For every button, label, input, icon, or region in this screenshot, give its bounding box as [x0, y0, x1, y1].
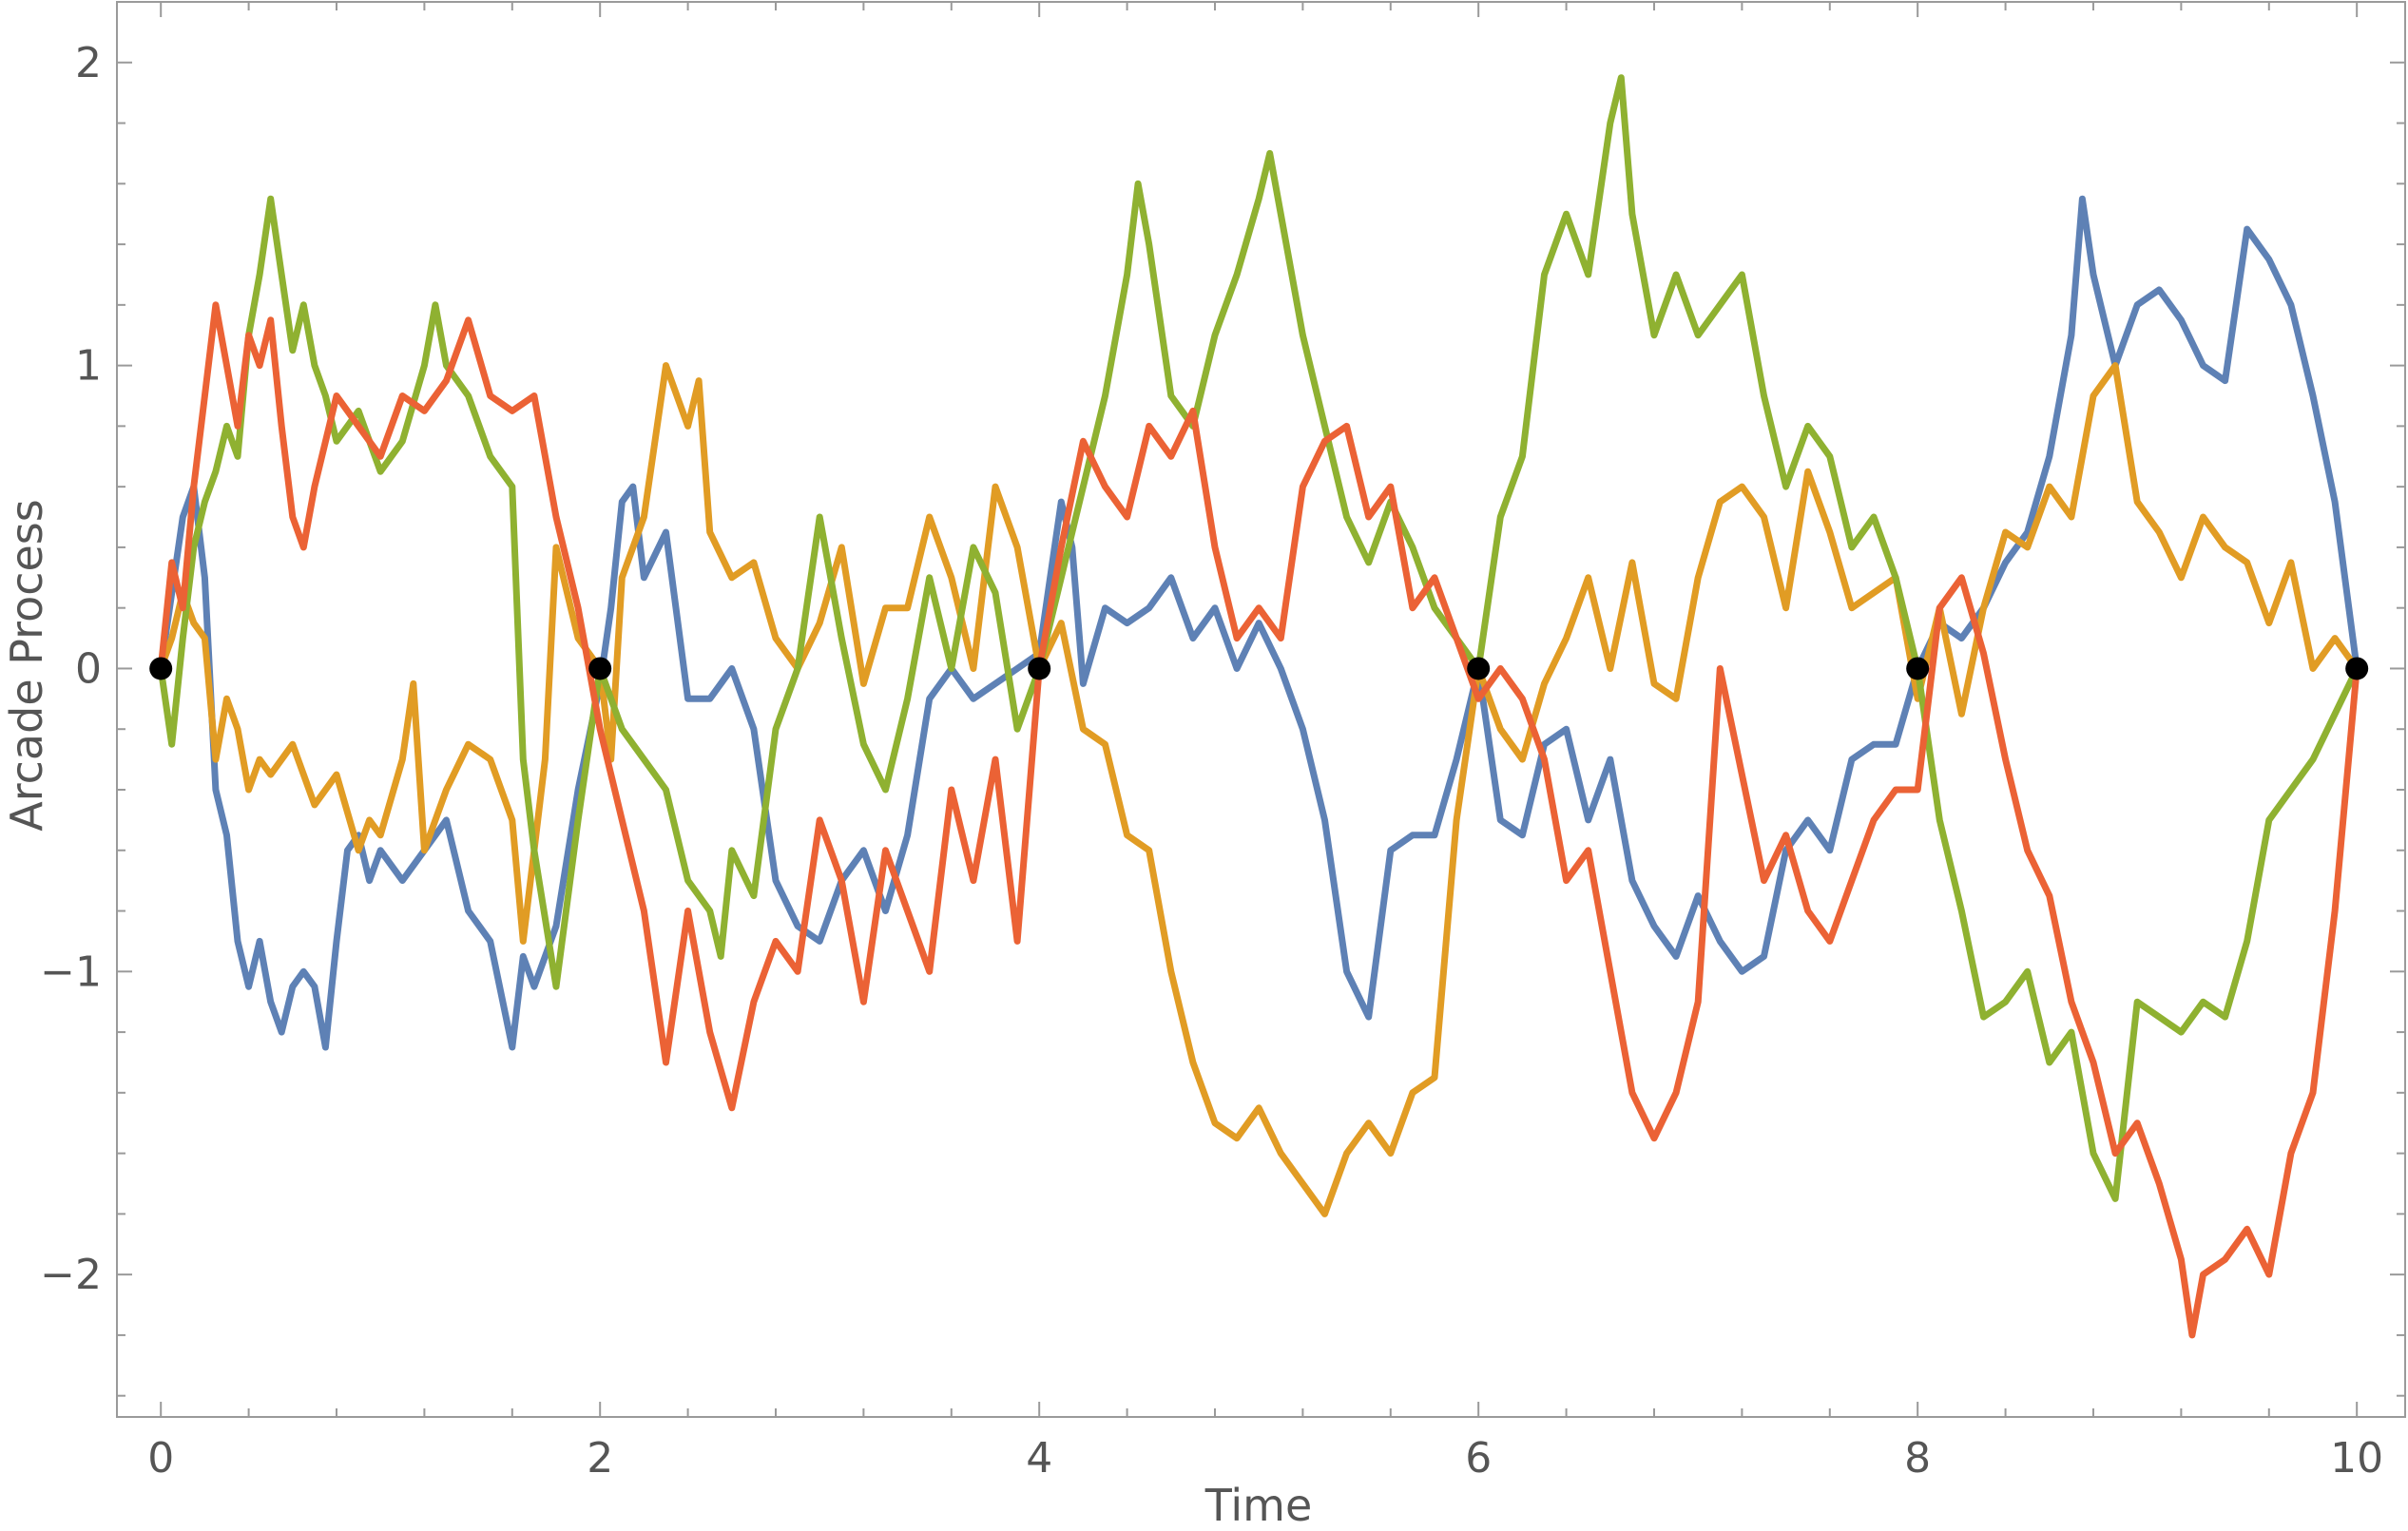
axis-tick-labels: 0 2 4 6 8 10 −2 −1 0 1 2: [40, 39, 2383, 1483]
zero-marker: [1906, 657, 1930, 680]
x-tick-label: 2: [587, 1434, 613, 1483]
y-tick-label: 0: [75, 644, 102, 693]
x-tick-label: 6: [1465, 1434, 1492, 1483]
series-line-1: [157, 195, 2360, 1051]
y-tick-label: −1: [40, 947, 102, 996]
y-tick-label: 1: [75, 342, 102, 391]
zero-markers: [149, 657, 2369, 680]
x-tick-label: 8: [1904, 1434, 1931, 1483]
zero-marker: [2345, 657, 2369, 680]
plot-frame: [116, 1, 2406, 1418]
x-axis-title: Time: [1204, 1480, 1313, 1531]
series-line-4: [157, 301, 2360, 1339]
zero-marker: [1028, 657, 1051, 680]
y-tick-label: −2: [40, 1251, 102, 1299]
x-tick-label: 10: [2330, 1434, 2383, 1483]
axis-ticks: [117, 1, 2405, 1417]
x-tick-label: 4: [1026, 1434, 1052, 1483]
series-line-3: [157, 74, 2360, 1202]
zero-marker: [588, 657, 612, 680]
zero-marker: [149, 657, 173, 680]
series-line-2: [157, 362, 2360, 1217]
y-tick-label: 2: [75, 39, 102, 87]
series-lines: [157, 74, 2360, 1339]
zero-marker: [1467, 657, 1491, 680]
y-axis-title: Arcade Process: [1, 499, 52, 831]
x-tick-label: 0: [147, 1434, 174, 1483]
